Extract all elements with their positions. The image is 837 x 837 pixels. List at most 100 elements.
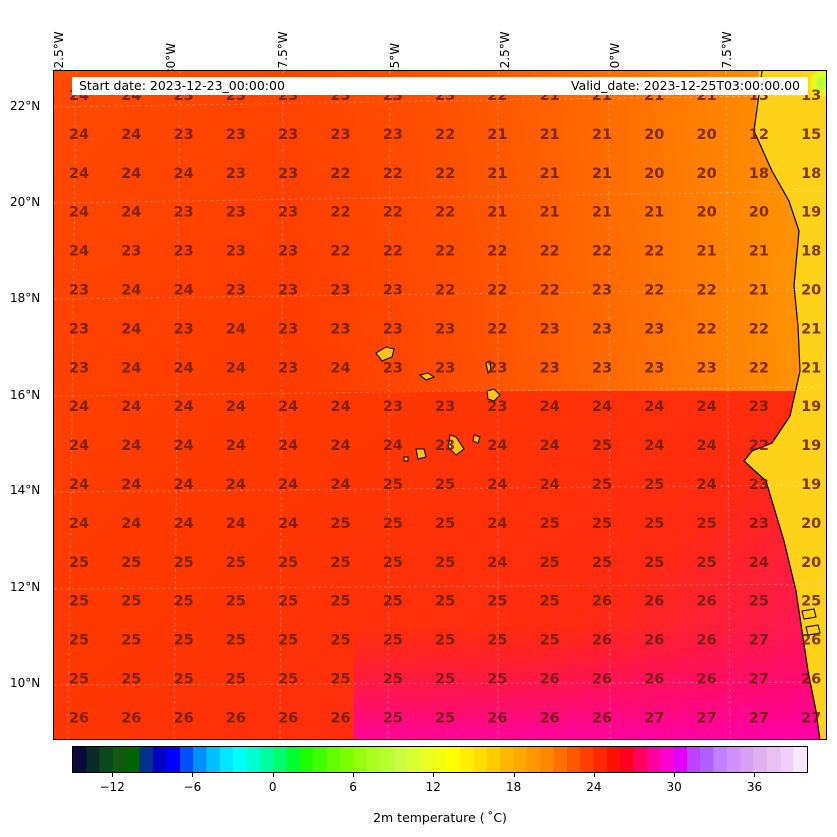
temperature-value: 22 [487,283,507,299]
temperature-value: 22 [644,244,664,260]
temperature-value: 23 [278,127,298,143]
temperature-value: 25 [174,633,194,649]
colorbar-tick-label: 30 [666,780,682,794]
colorbar-tick-label: 18 [505,780,522,794]
temperature-value: 21 [644,205,664,221]
temperature-value: 24 [540,438,560,454]
temperature-value: 22 [749,360,769,376]
temperature-value: 23 [278,283,298,299]
temperature-value: 21 [487,127,507,143]
temperature-value: 24 [540,477,560,493]
temperature-value: 26 [801,672,821,688]
temperature-value: 25 [435,710,455,726]
temperature-value: 23 [383,127,403,143]
temperature-value: 21 [801,360,821,376]
temperature-value: 24 [697,399,717,415]
temperature-value: 23 [330,283,350,299]
temperature-value: 25 [330,633,350,649]
temperature-value: 25 [749,594,769,610]
temperature-value: 24 [69,438,89,454]
temperature-value: 25 [121,633,141,649]
temperature-value: 25 [383,633,403,649]
temperature-value: 24 [174,283,194,299]
temperature-value: 25 [697,516,717,532]
temperature-value: 21 [801,321,821,337]
temperature-value: 23 [174,205,194,221]
temperature-value: 24 [697,438,717,454]
temperature-value: 21 [592,127,612,143]
temperature-value: 22 [330,205,350,221]
temperature-value: 24 [330,438,350,454]
temperature-value: 23 [278,360,298,376]
temperature-value: 23 [174,127,194,143]
temperature-value: 25 [121,594,141,610]
temperature-value: 27 [749,633,769,649]
temperature-value: 24 [278,399,298,415]
temperature-value: 25 [801,594,821,610]
temperature-value: 21 [540,166,560,182]
temperature-value: 19 [801,205,821,221]
temperature-value: 23 [592,321,612,337]
latitude-label: 16°N [10,388,41,402]
temperature-value: 20 [644,166,664,182]
temperature-value: 26 [121,710,141,726]
colorbar-title: 2m temperature ( ˚C) [373,810,507,825]
temperature-value: 23 [749,399,769,415]
temperature-value: 25 [383,672,403,688]
temperature-value: 23 [697,360,717,376]
temperature-value: 25 [644,477,664,493]
temperature-value: 24 [174,516,194,532]
temperature-value: 20 [697,166,717,182]
temperature-value: 26 [487,710,507,726]
temperature-value: 26 [226,710,246,726]
temperature-value: 25 [383,710,403,726]
temperature-value: 21 [749,244,769,260]
temperature-value: 23 [69,321,89,337]
temperature-value: 21 [592,166,612,182]
temperature-value: 24 [121,438,141,454]
temperature-value: 23 [226,127,246,143]
colorbar [72,746,808,773]
colorbar-tick-mark [272,773,274,777]
temperature-value: 25 [644,555,664,571]
temperature-value: 24 [226,321,246,337]
temperature-value: 26 [644,633,664,649]
temperature-value: 27 [749,672,769,688]
temperature-value: 25 [69,555,89,571]
colorbar-tick-label: −6 [183,780,202,794]
temperature-value: 25 [330,516,350,532]
temperature-value: 25 [330,672,350,688]
temperature-value: 25 [592,477,612,493]
temperature-value: 24 [487,555,507,571]
colorbar-tick-label: 0 [268,780,277,794]
temperature-value: 22 [487,321,507,337]
temperature-value: 24 [330,477,350,493]
bijagos-islands [801,608,821,636]
temperature-value: 23 [174,321,194,337]
temperature-value: 23 [69,283,89,299]
temperature-value: 24 [644,438,664,454]
temperature-value: 24 [174,438,194,454]
temperature-value: 24 [174,477,194,493]
latitude-label: 14°N [10,483,41,497]
temperature-value: 24 [226,477,246,493]
temperature-value: 24 [174,360,194,376]
graticule [54,71,826,739]
temperature-value: 24 [749,555,769,571]
temperature-value: 26 [697,672,717,688]
temperature-value: 23 [330,321,350,337]
temperature-value: 22 [697,321,717,337]
temperature-value: 23 [226,205,246,221]
temperature-value: 23 [226,244,246,260]
latitude-label: 20°N [10,195,41,209]
temperature-value: 23 [226,166,246,182]
temperature-value: 25 [592,516,612,532]
temperature-value: 24 [69,244,89,260]
temperature-value: 24 [226,516,246,532]
temperature-value: 23 [592,360,612,376]
temperature-value: 22 [592,244,612,260]
temperature-value: 23 [435,321,455,337]
temperature-value: 24 [226,399,246,415]
temperature-value: 23 [592,283,612,299]
temperature-value: 25 [644,516,664,532]
